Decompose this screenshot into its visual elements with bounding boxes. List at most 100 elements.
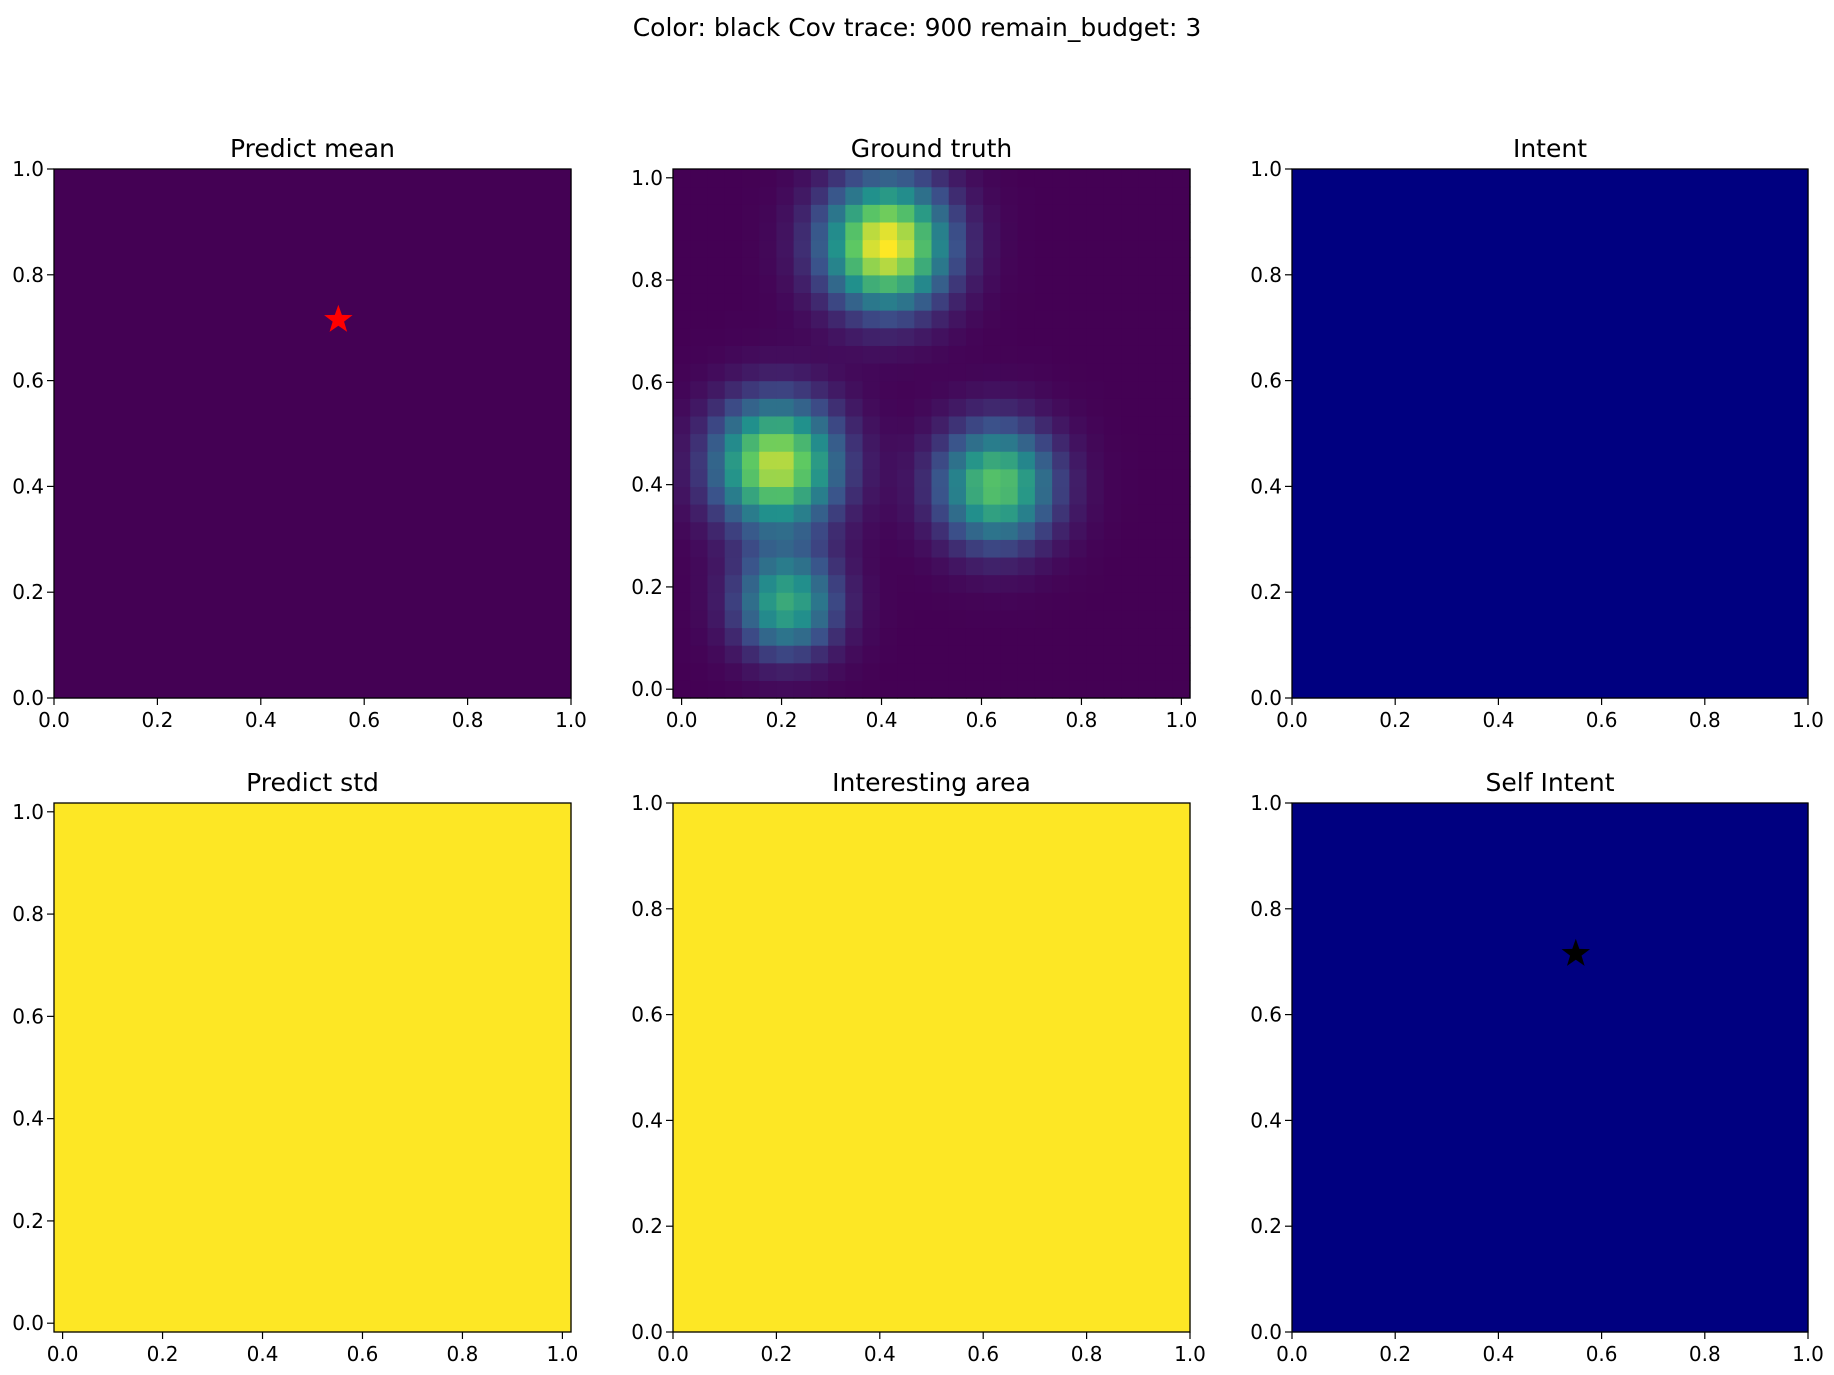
heatmap-cell xyxy=(983,609,1002,629)
heatmap-cell xyxy=(1017,380,1036,399)
x-tick-label: 0.8 xyxy=(452,708,484,732)
heatmap-cell xyxy=(673,539,691,558)
y-tick-label: 1.0 xyxy=(631,166,663,190)
heatmap-cell xyxy=(690,433,709,452)
heatmap-cell xyxy=(724,310,743,329)
heatmap-cell xyxy=(845,433,864,452)
heatmap-cell xyxy=(54,803,572,1333)
heatmap-cell xyxy=(1000,345,1019,364)
heatmap-cell xyxy=(1069,239,1088,258)
heatmap-cell xyxy=(1052,539,1070,558)
heatmap-cell xyxy=(1121,274,1139,294)
heatmap-cell xyxy=(724,609,743,629)
heatmap-cell xyxy=(897,504,915,523)
heatmap-cell xyxy=(793,486,812,505)
heatmap-cell xyxy=(724,204,743,223)
heatmap-cell xyxy=(1155,556,1174,576)
heatmap-cell xyxy=(879,362,898,382)
heatmap-cell xyxy=(914,539,933,558)
heatmap-cell xyxy=(948,451,967,470)
heatmap-cell xyxy=(759,380,777,399)
heatmap-cell xyxy=(707,539,726,558)
heatmap-cell xyxy=(1103,609,1122,629)
heatmap-cell xyxy=(983,539,1002,558)
heatmap-cell xyxy=(1121,645,1139,664)
heatmap-cell xyxy=(673,380,691,399)
heatmap-cell xyxy=(690,504,709,523)
heatmap-cell xyxy=(776,574,795,593)
heatmap-cell xyxy=(1000,521,1019,540)
heatmap-cell xyxy=(690,468,709,487)
heatmap-cell xyxy=(1034,221,1053,241)
heatmap-cell xyxy=(724,380,743,399)
x-tick-label: 0.8 xyxy=(1071,1342,1103,1366)
heatmap-cell xyxy=(1069,468,1088,487)
heatmap-cell xyxy=(724,574,743,593)
heatmap-cell xyxy=(983,274,1002,294)
y-tick-label: 0.6 xyxy=(1250,1003,1282,1027)
heatmap-cell xyxy=(1172,486,1191,505)
y-tick-label: 0.2 xyxy=(12,580,44,604)
heatmap-cell xyxy=(793,539,812,558)
heatmap-cell xyxy=(828,504,846,523)
heatmap-cell xyxy=(1172,680,1191,699)
heatmap-cell xyxy=(759,645,777,664)
heatmap-cell xyxy=(914,327,933,346)
heatmap-cell xyxy=(1052,627,1070,646)
heatmap-cell xyxy=(673,521,691,540)
heatmap-cell xyxy=(741,186,760,205)
heatmap-cell xyxy=(914,221,933,241)
heatmap-cell xyxy=(1034,662,1053,681)
y-tick-label: 0.6 xyxy=(631,1003,663,1027)
heatmap-cell xyxy=(1138,433,1157,452)
heatmap-cell xyxy=(1069,257,1088,276)
heatmap-cell xyxy=(759,221,777,241)
heatmap-cell xyxy=(828,486,846,505)
heatmap-cell xyxy=(879,521,898,540)
heatmap-cell xyxy=(759,292,777,311)
heatmap-cell xyxy=(828,592,846,611)
heatmap-cell xyxy=(828,310,846,329)
heatmap-cell xyxy=(1103,204,1122,223)
heatmap-cell xyxy=(897,627,915,646)
heatmap-cell xyxy=(741,468,760,487)
x-tick-label: 1.0 xyxy=(1792,1342,1824,1366)
heatmap-cell xyxy=(897,645,915,664)
heatmap-cell xyxy=(1155,186,1174,205)
heatmap-cell xyxy=(793,627,812,646)
y-tick-label: 0.2 xyxy=(1250,580,1282,604)
heatmap-cell xyxy=(810,592,829,611)
heatmap-cell xyxy=(931,662,950,681)
heatmap-cell xyxy=(1017,574,1036,593)
heatmap-cell xyxy=(862,504,881,523)
heatmap-cell xyxy=(776,310,795,329)
heatmap-cell xyxy=(931,539,950,558)
heatmap-cell xyxy=(897,204,915,223)
heatmap-cell xyxy=(1086,380,1105,399)
axes-frame xyxy=(1291,168,1809,699)
heatmap-cell xyxy=(1086,204,1105,223)
heatmap-cell xyxy=(1121,556,1139,576)
heatmap-cell xyxy=(965,221,984,241)
heatmap-cell xyxy=(1155,680,1174,699)
heatmap-cell xyxy=(707,627,726,646)
heatmap-cell xyxy=(707,169,726,188)
heatmap-cell xyxy=(983,521,1002,540)
heatmap-cell xyxy=(673,221,691,241)
heatmap-cell xyxy=(1138,274,1157,294)
heatmap-cell xyxy=(914,239,933,258)
heatmap-cell xyxy=(776,292,795,311)
heatmap-cell xyxy=(673,803,1191,1333)
heatmap-cell xyxy=(983,362,1002,382)
heatmap-cell xyxy=(741,486,760,505)
heatmap-cell xyxy=(724,257,743,276)
heatmap-cell xyxy=(776,169,795,188)
heatmap-cell xyxy=(948,257,967,276)
heatmap-cell xyxy=(862,415,881,435)
heatmap-cell xyxy=(828,521,846,540)
heatmap-cell xyxy=(793,645,812,664)
heatmap-cell xyxy=(1052,292,1070,311)
heatmap-cell xyxy=(1103,645,1122,664)
heatmap-cell xyxy=(759,415,777,435)
heatmap-cell xyxy=(965,574,984,593)
